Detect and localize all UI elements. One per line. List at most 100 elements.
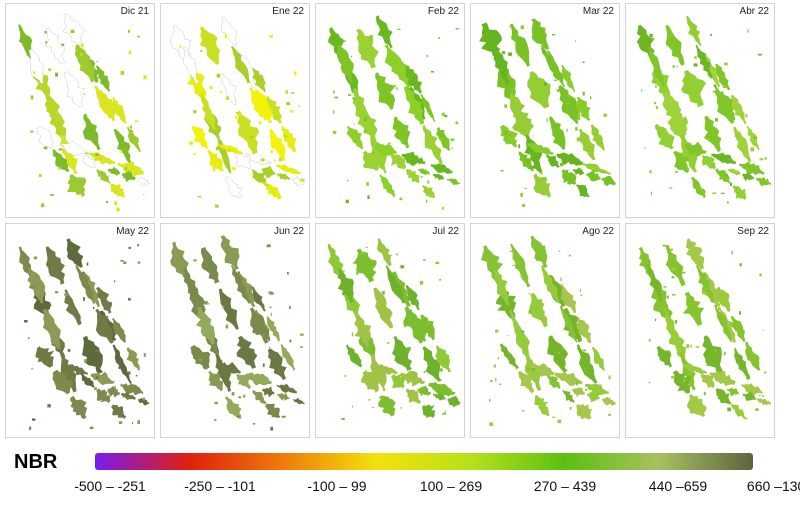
forest-speck <box>577 412 581 416</box>
forest-patch <box>360 370 380 393</box>
forest-patch <box>510 243 531 288</box>
forest-patch <box>64 71 86 108</box>
forest-speck <box>71 246 73 249</box>
forest-speck <box>114 201 118 206</box>
forest-speck <box>75 47 79 50</box>
forest-patch <box>96 388 111 404</box>
forest-speck <box>280 384 284 387</box>
forest-patch <box>715 63 731 91</box>
forest-speck <box>95 153 99 156</box>
forest-speck <box>294 71 297 76</box>
forest-patch <box>231 46 250 84</box>
forest-patch <box>499 343 519 370</box>
forest-speck <box>690 344 692 348</box>
forest-patch <box>586 170 601 182</box>
forest-patch <box>183 46 200 84</box>
forest-speck <box>270 312 272 316</box>
forest-patch <box>66 174 87 198</box>
forest-patch <box>224 176 243 199</box>
forest-speck <box>443 360 447 363</box>
forest-speck <box>352 97 355 100</box>
forest-speck <box>520 274 524 278</box>
forest-patch <box>436 127 451 151</box>
forest-patch <box>447 395 461 408</box>
forest-speck <box>422 316 424 318</box>
forest-speck <box>680 351 682 354</box>
forest-speck <box>93 306 95 309</box>
forest-speck <box>48 68 52 71</box>
forest-patch <box>220 73 237 106</box>
forest-speck <box>368 399 371 401</box>
panel-date-label: Abr 22 <box>739 6 769 17</box>
forest-patch <box>734 347 751 380</box>
forest-speck <box>705 364 708 366</box>
forest-patch <box>44 27 66 64</box>
forest-speck <box>270 426 274 431</box>
forest-speck <box>372 407 374 408</box>
forest-speck <box>390 254 393 256</box>
forest-speck <box>753 136 758 139</box>
map-panel: Dic 21 <box>5 3 155 218</box>
forest-patch <box>401 151 426 166</box>
forest-speck <box>344 374 347 378</box>
forest-speck <box>181 267 184 271</box>
forest-patch <box>75 44 95 83</box>
forest-patch <box>582 163 611 175</box>
forest-patch <box>493 269 510 306</box>
forest-speck <box>672 65 676 68</box>
forest-speck <box>55 111 57 115</box>
forest-patch <box>392 116 411 149</box>
forest-speck <box>493 364 496 368</box>
forest-patch-map <box>170 235 305 431</box>
forest-speck <box>334 96 338 99</box>
forest-speck <box>455 121 459 125</box>
forest-patch <box>709 370 736 386</box>
forest-patch <box>346 126 364 150</box>
forest-patch <box>647 263 663 302</box>
forest-speck <box>143 75 147 80</box>
forest-speck <box>270 150 273 154</box>
forest-speck <box>652 37 654 41</box>
forest-speck <box>386 342 390 344</box>
forest-patch <box>590 124 605 151</box>
forest-speck <box>33 256 38 260</box>
forest-patch <box>682 291 705 326</box>
forest-speck <box>363 117 367 122</box>
forest-patch <box>528 363 555 377</box>
forest-speck <box>528 310 532 314</box>
forest-patch <box>261 165 276 178</box>
forest-speck <box>120 260 124 262</box>
legend-range-label: -250 – -101 <box>184 478 256 494</box>
forest-speck <box>123 261 127 264</box>
forest-patch <box>682 363 707 375</box>
forest-speck <box>31 368 34 370</box>
forest-speck <box>512 264 516 266</box>
forest-speck <box>299 346 303 348</box>
forest-speck <box>451 147 453 150</box>
forest-patch <box>280 344 296 371</box>
forest-speck <box>528 292 531 295</box>
forest-speck <box>193 110 197 114</box>
forest-patch <box>44 93 61 125</box>
forest-speck <box>497 357 499 360</box>
forest-speck <box>731 380 735 383</box>
forest-speck <box>676 65 678 68</box>
forest-patch <box>390 374 406 389</box>
forest-speck <box>762 329 764 331</box>
forest-patch <box>730 403 746 419</box>
forest-speck <box>693 315 695 319</box>
forest-speck <box>365 247 368 249</box>
forest-speck <box>224 34 228 39</box>
forest-patch <box>746 125 760 151</box>
forest-speck <box>731 251 733 255</box>
forest-speck <box>712 192 717 194</box>
forest-speck <box>351 405 353 408</box>
forest-patch-map <box>636 15 772 204</box>
forest-patch <box>405 65 423 94</box>
forest-patch <box>201 247 220 284</box>
forest-patch <box>80 373 95 388</box>
forest-speck <box>193 153 196 156</box>
forest-speck <box>420 280 424 285</box>
forest-patch <box>82 335 104 375</box>
forest-speck <box>352 262 357 264</box>
